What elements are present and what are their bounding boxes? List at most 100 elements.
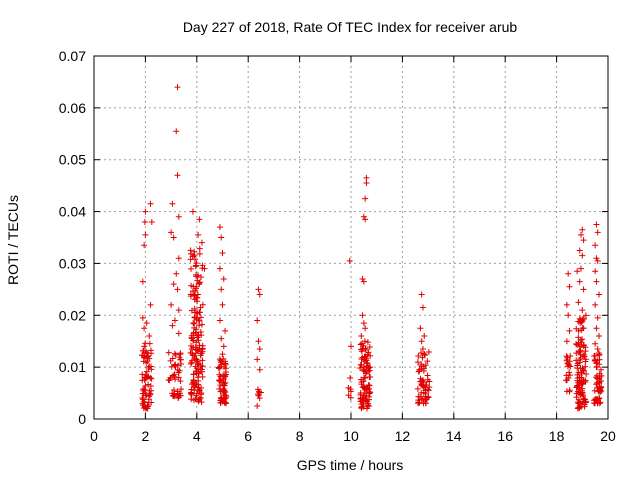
x-tick-label: 12 — [395, 428, 411, 444]
data-point — [358, 333, 365, 340]
data-point — [190, 288, 197, 295]
x-tick-label: 2 — [142, 428, 150, 444]
data-point — [147, 301, 154, 308]
x-tick-label: 20 — [600, 428, 616, 444]
data-point — [217, 357, 224, 364]
data-point — [367, 364, 374, 371]
data-point — [360, 383, 367, 390]
data-point — [563, 377, 570, 384]
data-point — [139, 377, 146, 384]
data-point — [143, 320, 150, 327]
data-point — [198, 390, 205, 397]
data-point — [187, 256, 194, 263]
data-point — [192, 344, 199, 351]
data-point — [216, 224, 223, 231]
data-point — [366, 374, 373, 381]
data-point — [169, 200, 176, 207]
data-point — [578, 265, 585, 272]
data-point — [563, 301, 570, 308]
y-tick-label: 0.04 — [59, 204, 86, 220]
data-point — [255, 286, 262, 293]
data-point — [579, 316, 586, 323]
data-point — [593, 325, 600, 332]
data-point — [147, 374, 154, 381]
data-point — [175, 213, 182, 220]
data-point — [592, 301, 599, 308]
data-point — [175, 330, 182, 337]
data-point — [347, 388, 354, 395]
data-point — [359, 384, 366, 391]
x-tick-label: 4 — [193, 428, 201, 444]
data-point — [167, 357, 174, 364]
data-point — [218, 234, 225, 241]
data-point — [190, 377, 197, 384]
data-point — [216, 365, 223, 372]
data-point — [188, 396, 195, 403]
data-point — [591, 400, 598, 407]
data-point — [575, 369, 582, 376]
data-point — [188, 307, 195, 314]
data-point — [148, 375, 155, 382]
data-point — [573, 325, 580, 332]
data-point — [143, 392, 150, 399]
data-point — [194, 365, 201, 372]
data-point — [597, 389, 604, 395]
data-point — [176, 354, 183, 361]
data-point — [345, 384, 352, 391]
data-point — [188, 346, 195, 353]
data-point — [592, 268, 599, 275]
data-point — [596, 374, 603, 381]
data-point — [170, 281, 177, 288]
data-point — [582, 356, 589, 363]
data-point — [578, 327, 585, 334]
data-point — [421, 333, 428, 340]
x-tick-labels: 0 2 4 6 8 10 12 14 16 18 20 — [90, 428, 616, 444]
data-point — [358, 403, 365, 410]
data-point — [222, 327, 229, 334]
data-point — [593, 381, 600, 388]
data-point — [188, 265, 195, 272]
data-point — [218, 286, 225, 293]
data-point — [582, 363, 589, 370]
data-point — [177, 351, 184, 358]
data-point — [220, 387, 227, 394]
data-point — [594, 229, 601, 236]
data-point — [219, 250, 226, 257]
data-point — [218, 361, 225, 368]
data-point — [579, 370, 586, 377]
data-point — [175, 369, 182, 376]
data-point — [414, 385, 421, 392]
data-point — [216, 317, 223, 324]
data-point — [348, 343, 354, 350]
data-point — [177, 361, 184, 368]
data-point — [146, 333, 153, 340]
data-point — [199, 357, 206, 364]
data-point — [194, 294, 201, 301]
data-point — [363, 405, 370, 412]
data-point — [220, 343, 227, 350]
data-point — [575, 299, 582, 306]
data-point — [360, 367, 367, 374]
data-point — [139, 314, 146, 321]
data-point — [417, 393, 424, 400]
data-point — [594, 396, 601, 403]
data-point — [255, 338, 262, 345]
data-point — [171, 362, 178, 369]
data-point — [193, 283, 200, 290]
data-point — [367, 352, 374, 359]
data-point — [416, 399, 423, 406]
data-point — [566, 283, 573, 290]
data-point — [596, 380, 603, 387]
data-point — [146, 340, 153, 347]
data-point — [147, 391, 154, 398]
data-point — [194, 386, 201, 393]
data-point — [418, 362, 425, 369]
data-point — [196, 245, 203, 252]
data-point — [594, 345, 601, 352]
data-point — [222, 360, 229, 367]
data-point — [219, 351, 226, 358]
x-tick-label: 8 — [296, 428, 304, 444]
data-point — [174, 84, 181, 91]
data-point — [362, 347, 369, 354]
data-point — [176, 393, 183, 400]
